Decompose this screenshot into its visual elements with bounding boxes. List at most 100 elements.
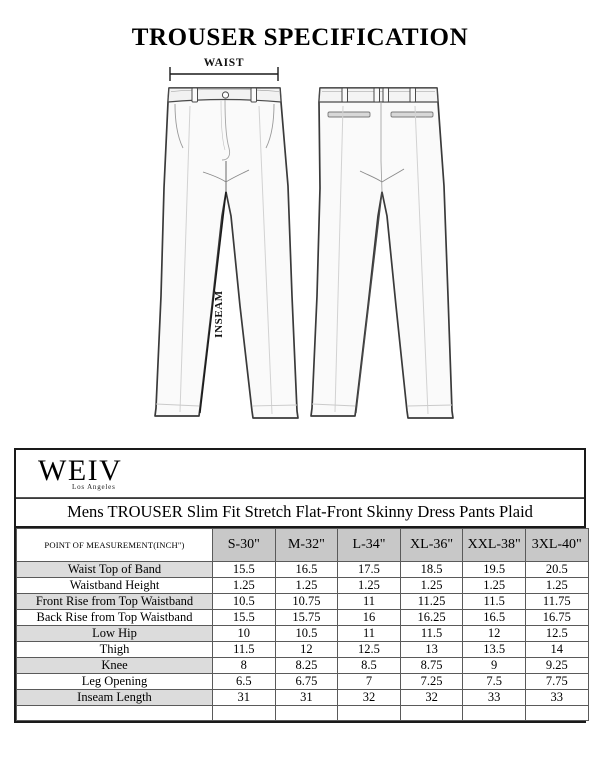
- back-crotch-whiskers: [359, 168, 405, 183]
- spacer-cell: [399, 705, 464, 721]
- table-header-row: POINT OF MEASUREMENT(INCH") S-30" M-32" …: [16, 528, 589, 562]
- measurement-column-header: POINT OF MEASUREMENT(INCH"): [16, 528, 213, 562]
- measurement-value: 8.5: [337, 657, 401, 674]
- measurement-value: 16.25: [399, 609, 464, 626]
- front-crotch-whiskers: [202, 169, 250, 183]
- measurement-value: 12.5: [337, 641, 401, 658]
- table-body: Waist Top of Band 15.5 16.5 17.5 18.5 19.5 20.…: [16, 561, 589, 721]
- measurement-value: 12: [462, 625, 526, 642]
- back-belt-loop-left: [341, 87, 348, 103]
- measurement-value: 6.5: [212, 673, 276, 690]
- waist-label: WAIST: [204, 57, 245, 69]
- back-welt-pocket-left: [327, 111, 371, 118]
- measurement-value: 11.5: [212, 641, 276, 658]
- measurement-value: 13: [399, 641, 464, 658]
- measurement-value: 13.5: [462, 641, 526, 658]
- measurement-label: Thigh: [16, 641, 213, 658]
- measurement-value: 8.25: [274, 657, 339, 674]
- measurement-value: 11.75: [524, 593, 589, 610]
- measurement-value: 7.75: [524, 673, 589, 690]
- measurement-label: Leg Opening: [16, 673, 213, 690]
- front-inseam-line: [199, 191, 227, 414]
- measurement-value: 1.25: [399, 577, 464, 594]
- front-body-outline: [154, 87, 299, 419]
- measurement-label: Waist Top of Band: [16, 561, 213, 578]
- measurement-value: 1.25: [212, 577, 276, 594]
- table-row: Waist Top of Band 15.5 16.5 17.5 18.5 19.5 20.…: [16, 561, 589, 578]
- measurement-value: 18.5: [399, 561, 464, 578]
- spacer-cell: [524, 705, 589, 721]
- front-crease-left: [179, 105, 191, 413]
- brand-tagline: Los Angeles: [72, 483, 116, 491]
- trouser-technical-drawing: WAIST INSEAM: [154, 57, 454, 419]
- measurement-value: 10.5: [274, 625, 339, 642]
- back-welt-pocket-right: [390, 111, 434, 118]
- back-crease-left: [334, 105, 344, 413]
- measurement-value: 16.5: [274, 561, 339, 578]
- table-row: Thigh 11.5 12 12.5 13 13.5 14: [16, 641, 589, 658]
- table-row: Front Rise from Top Waistband 10.5 10.75 11…: [16, 593, 589, 610]
- front-hem-right: [252, 404, 298, 407]
- front-fly-topstitch: [220, 100, 226, 151]
- measurement-value: 17.5: [337, 561, 401, 578]
- table-row: Back Rise from Top Waistband 15.5 15.75 16 1…: [16, 609, 589, 626]
- measurement-value: 19.5: [462, 561, 526, 578]
- inseam-label: INSEAM: [213, 290, 225, 338]
- measurement-value: 7.25: [399, 673, 464, 690]
- measurement-value: 31: [212, 689, 276, 706]
- measurement-value: 11.25: [399, 593, 464, 610]
- trouser-illustration: WAIST INSEAM: [0, 56, 600, 436]
- back-hem-right: [407, 404, 453, 407]
- measurement-value: 1.25: [337, 577, 401, 594]
- measurement-label: Knee: [16, 657, 213, 674]
- back-crease-right: [414, 105, 429, 415]
- measurement-value: 8: [212, 657, 276, 674]
- front-pocket-left: [174, 103, 184, 149]
- measurement-label: Back Rise from Top Waistband: [16, 609, 213, 626]
- measurement-value: 8.75: [399, 657, 464, 674]
- measurement-value: 31: [274, 689, 339, 706]
- front-waistband-button: [221, 91, 230, 99]
- measurement-label: Low Hip: [16, 625, 213, 642]
- table-row: Waistband Height 1.25 1.25 1.25 1.25 1.25 1.25: [16, 577, 589, 594]
- measurement-value: 14: [524, 641, 589, 658]
- measurement-value: 32: [337, 689, 401, 706]
- measurement-value: 12.5: [524, 625, 589, 642]
- size-column-header-l: L-34": [337, 528, 401, 562]
- measurement-value: 11.5: [399, 625, 464, 642]
- back-hem-left: [311, 403, 356, 407]
- back-belt-loop-right: [409, 87, 416, 103]
- waist-measure-bracket: [169, 67, 279, 81]
- size-column-header-xxl: XXL-38": [462, 528, 526, 562]
- measurement-value: 1.25: [462, 577, 526, 594]
- measurement-value: 33: [524, 689, 589, 706]
- size-column-header-xl: XL-36": [399, 528, 464, 562]
- table-row: Inseam Length 31 31 32 32 33 33: [16, 689, 589, 706]
- front-crease-right: [258, 105, 273, 415]
- measurement-value: 7.5: [462, 673, 526, 690]
- measurement-value: 11: [337, 625, 401, 642]
- trouser-back-view: [310, 87, 454, 419]
- back-inseam-line: [355, 191, 383, 414]
- size-column-header-m: M-32": [274, 528, 339, 562]
- front-pocket-right: [265, 103, 275, 149]
- measurement-value: 15.5: [212, 561, 276, 578]
- measurement-value: 33: [462, 689, 526, 706]
- table-row: Low Hip 10 10.5 11 11.5 12 12.5: [16, 625, 589, 642]
- front-waistband-topstitch: [170, 88, 280, 92]
- measurement-label: Inseam Length: [16, 689, 213, 706]
- size-chart-panel: WEIV Los Angeles Mens TROUSER Slim Fit S…: [14, 448, 589, 723]
- front-belt-loop-right: [250, 87, 257, 103]
- measurement-value: 16.75: [524, 609, 589, 626]
- measurement-label: Waistband Height: [16, 577, 213, 594]
- back-body-outline: [310, 87, 454, 419]
- measurement-value: 10.5: [212, 593, 276, 610]
- measurement-label: Front Rise from Top Waistband: [16, 593, 213, 610]
- measurement-value: 16: [337, 609, 401, 626]
- measurement-value: 16.5: [462, 609, 526, 626]
- measurement-value: 6.75: [274, 673, 339, 690]
- measurement-value: 11: [337, 593, 401, 610]
- size-column-header-3xl: 3XL-40": [524, 528, 589, 562]
- measurement-value: 9: [462, 657, 526, 674]
- measurement-value: 20.5: [524, 561, 589, 578]
